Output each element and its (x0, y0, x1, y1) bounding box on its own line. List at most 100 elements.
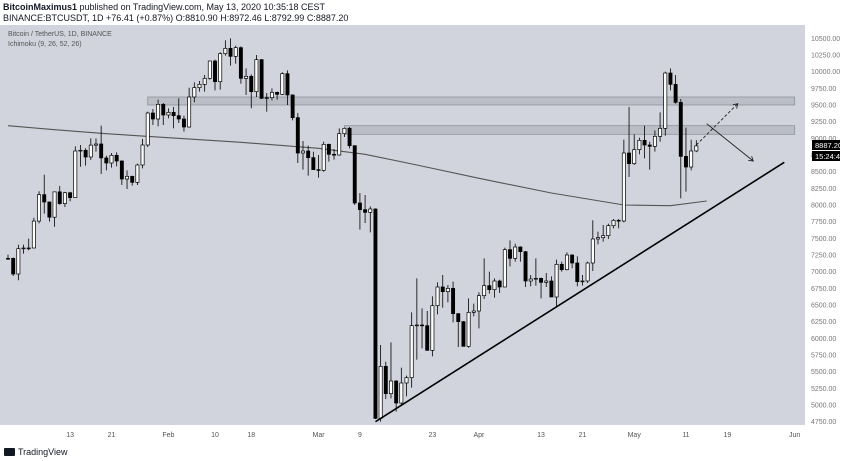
candle-bearish (616, 219, 621, 222)
price-tick-label: 9000.00 (811, 136, 836, 143)
price-tick-label: 8000.00 (811, 203, 836, 210)
candle-bearish (425, 325, 430, 351)
candle-bullish (378, 365, 383, 419)
last-price-badge-bg (812, 140, 840, 150)
time-tick-label: 9 (358, 432, 362, 439)
time-axis[interactable]: 13 21 Feb 10 18 Mar 9 23 Apr 13 21 May 11 19 Jun (0, 425, 850, 446)
candle-bullish (585, 262, 590, 282)
tradingview-logo[interactable]: TradingView (4, 447, 68, 457)
candle-bullish (435, 286, 440, 307)
candle-bearish (673, 83, 678, 103)
candle-bullish (606, 225, 611, 237)
footer: TradingView (0, 446, 850, 461)
candle-bullish (471, 310, 476, 313)
candle-bullish (140, 144, 145, 166)
candle-bearish (332, 153, 336, 156)
candle-bearish (440, 286, 445, 293)
candle-bullish (342, 127, 347, 135)
time-tick-label: 23 (428, 432, 436, 439)
candle-bearish (570, 254, 575, 264)
candle-bullish (192, 87, 197, 98)
candle-bearish (451, 287, 456, 315)
candle-bearish (549, 280, 554, 298)
price-tick-label: 5500.00 (811, 369, 836, 376)
candle-bullish (466, 311, 471, 347)
resistance-zone (147, 96, 796, 106)
price-tick-label: 4750.00 (811, 419, 836, 426)
candle-bearish (394, 380, 399, 404)
candle-bearish (47, 201, 52, 218)
candle-bearish (99, 143, 104, 159)
candle-bullish (477, 295, 481, 312)
candle-bearish (461, 321, 466, 347)
candle-bullish (145, 112, 150, 146)
candle-bearish (275, 91, 280, 95)
price-tick-label: 10500.00 (811, 36, 840, 43)
candle-bearish (627, 152, 631, 165)
time-tick-label: Feb (162, 432, 174, 439)
candle-bullish (694, 145, 699, 152)
candle-bearish (228, 47, 233, 57)
candle-bullish (399, 382, 404, 404)
author-name[interactable]: BitcoinMaximus1 (3, 2, 78, 12)
price-tick-label: 7750.00 (811, 219, 836, 226)
candle-bullish (528, 278, 533, 282)
candles-layer (6, 38, 699, 422)
price-tick-label: 6500.00 (811, 303, 836, 310)
candle-bullish (368, 208, 373, 213)
projection-arrowhead (748, 156, 754, 162)
time-tick-label: Apr (474, 432, 486, 439)
candle-bearish (352, 145, 357, 204)
ohlc-line: BINANCE:BTCUSDT, 1D +76.41 (+0.87%) O:88… (3, 13, 348, 23)
candle-bearish (508, 249, 512, 259)
low-label: L: (264, 13, 272, 23)
candle-bearish (295, 117, 300, 154)
high-label: H: (220, 13, 230, 23)
price-tick-label: 8500.00 (811, 169, 836, 176)
candle-bearish (347, 127, 352, 147)
countdown-badge-bg (812, 151, 840, 161)
price-tick-label: 10250.00 (811, 53, 840, 60)
candle-bearish (114, 154, 119, 162)
candle-bullish (301, 150, 305, 154)
candle-bullish (621, 152, 626, 222)
candle-bullish (658, 127, 663, 137)
price-tick-label: 6750.00 (811, 286, 836, 293)
candle-bearish (383, 365, 388, 395)
candle-bearish (285, 73, 290, 96)
time-tick-label: 21 (108, 432, 116, 439)
candle-bearish (575, 262, 580, 283)
plot-background (0, 25, 850, 446)
price-tick-label: 8250.00 (811, 186, 836, 193)
price-chart[interactable]: 4750.00 5000.00 5250.00 5500.00 5750.00 6000.… (0, 25, 850, 446)
price-tick-label: 7500.00 (811, 236, 836, 243)
chart-area[interactable]: 4750.00 5000.00 5250.00 5500.00 5750.00 6000.… (0, 25, 850, 446)
price-tick-label: 9750.00 (811, 86, 836, 93)
price-tick-label: 5750.00 (811, 353, 836, 360)
candle-bullish (223, 47, 228, 55)
price-axis[interactable]: 4750.00 5000.00 5250.00 5500.00 5750.00 6000.… (805, 25, 850, 426)
candle-bearish (176, 115, 181, 120)
candle-bullish (31, 220, 36, 249)
candle-bearish (161, 103, 166, 116)
candle-bullish (652, 135, 657, 147)
last-price-value: 8887.20 (815, 141, 842, 150)
time-tick-label: 18 (247, 432, 255, 439)
candle-bullish (52, 191, 57, 218)
candle-bearish (238, 47, 243, 79)
candle-bearish (326, 143, 331, 155)
candle-bullish (580, 280, 585, 283)
candle-bullish (430, 305, 435, 351)
candle-bullish (513, 246, 518, 259)
published-text: published on TradingView.com, May 13, 20… (79, 2, 326, 12)
candle-bullish (564, 254, 569, 271)
candle-bullish (632, 149, 637, 165)
candle-bullish (663, 72, 668, 129)
price-tick-label: 5000.00 (811, 403, 836, 410)
time-tick-label: May (628, 432, 642, 439)
candle-bearish (68, 192, 73, 199)
candle-bullish (218, 53, 223, 83)
candle-bearish (559, 263, 564, 271)
candle-bullish (689, 150, 694, 168)
indicator-label[interactable]: Ichimoku (9, 26, 52, 26) (8, 41, 82, 48)
